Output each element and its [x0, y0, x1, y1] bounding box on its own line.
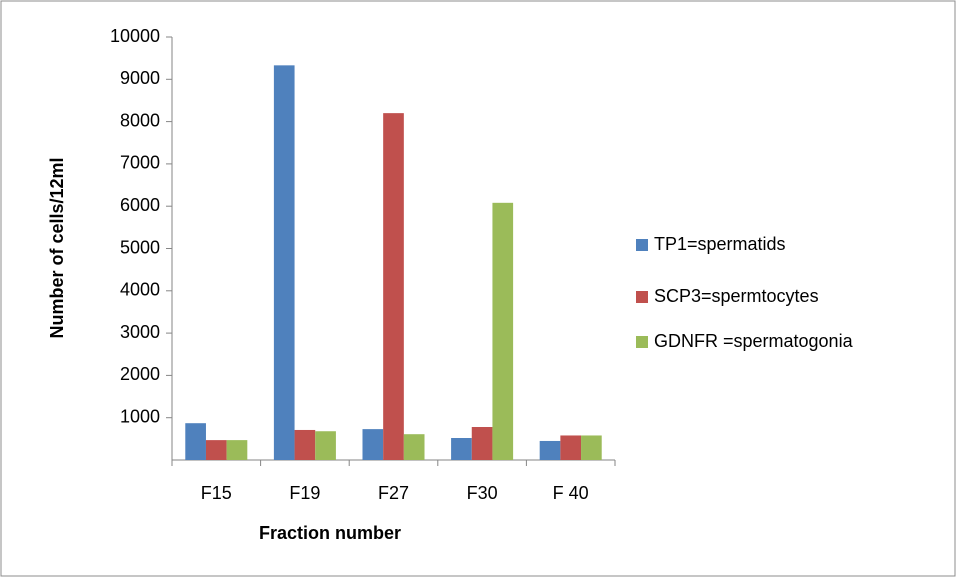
bar	[539, 440, 561, 460]
y-tick-label: 5000	[120, 237, 160, 257]
y-tick-label: 1000	[120, 406, 160, 426]
x-tick-label: F27	[378, 483, 409, 503]
y-tick-label: 2000	[120, 364, 160, 384]
x-tick-label: F 40	[553, 483, 589, 503]
x-tick-label: F30	[467, 483, 498, 503]
y-tick-label: 8000	[120, 110, 160, 130]
bar	[273, 65, 295, 460]
bar	[403, 434, 425, 460]
y-tick-label: 9000	[120, 68, 160, 88]
y-tick-label: 6000	[120, 195, 160, 215]
bar	[315, 431, 336, 460]
bar	[226, 440, 248, 460]
legend-swatch	[636, 239, 648, 251]
bar	[362, 429, 384, 460]
y-tick-label: 10000	[110, 26, 160, 46]
bar	[560, 435, 582, 460]
y-tick-label: 4000	[120, 280, 160, 300]
y-tick-label: 7000	[120, 153, 160, 173]
legend-swatch	[636, 336, 648, 348]
y-tick-label: 3000	[120, 322, 160, 342]
legend-label: SCP3=spermtocytes	[654, 286, 819, 306]
x-tick-label: F19	[289, 483, 320, 503]
bar	[205, 440, 227, 460]
legend-label: TP1=spermatids	[654, 234, 786, 254]
bar	[471, 427, 493, 460]
y-axis-title: Number of cells/12ml	[47, 157, 67, 338]
legend-swatch	[636, 291, 648, 303]
bar	[492, 202, 514, 461]
bar	[185, 423, 206, 460]
x-axis-title: Fraction number	[259, 523, 401, 543]
bar	[451, 438, 472, 460]
legend-label: GDNFR =spermatogonia	[654, 331, 854, 351]
bar	[294, 429, 316, 460]
x-tick-label: F15	[201, 483, 232, 503]
bar	[383, 113, 404, 460]
bar	[581, 435, 602, 460]
